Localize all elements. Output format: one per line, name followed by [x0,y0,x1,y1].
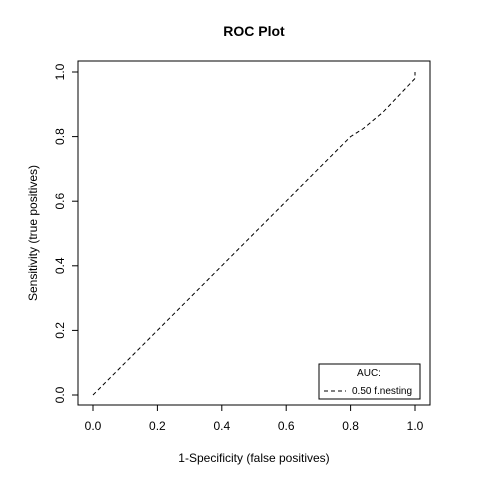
legend: AUC: 0.50 f.nesting [318,363,421,400]
y-tick-label: 0.4 [53,257,67,274]
y-tick-label: 1.0 [53,63,67,80]
x-tick-label: 0.0 [85,419,102,433]
y-tick-label: 0.6 [53,193,67,210]
legend-box [318,363,421,400]
y-axis: 0.0 0.2 0.4 0.6 0.8 1.0 [53,63,78,403]
y-tick-label: 0.0 [53,386,67,403]
x-tick-label: 1.0 [407,419,424,433]
y-axis-label: Sensitivity (true positives) [26,165,40,301]
series-layer [92,72,416,396]
x-tick-label: 0.4 [213,419,230,433]
roc-curve-line [92,72,416,396]
chart-title: ROC Plot [223,23,285,39]
legend-entry: 0.50 f.nesting [352,386,412,397]
y-tick-label: 0.8 [53,128,67,145]
plot-frame [77,60,431,406]
x-tick-label: 0.6 [278,419,295,433]
x-tick-label: 0.2 [149,419,166,433]
x-tick-label: 0.8 [342,419,359,433]
x-axis: 0.0 0.2 0.4 0.6 0.8 1.0 [85,405,424,433]
legend-title: AUC: [357,368,381,379]
y-tick-label: 0.2 [53,322,67,339]
x-axis-label: 1-Specificity (false positives) [178,451,329,465]
